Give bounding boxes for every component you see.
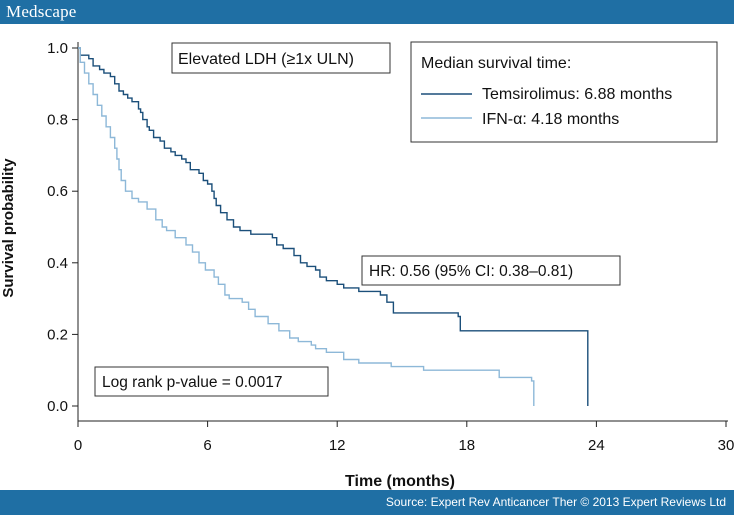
y-tick-label: 1.0 [47,40,68,57]
y-tick-label: 0.4 [47,255,68,272]
y-tick-label: 0.2 [47,326,68,343]
x-tick-label: 30 [718,437,734,454]
axes [72,42,728,427]
series-line-temsirolimus [78,47,589,406]
series-layer [78,47,589,406]
top-banner: Medscape [0,0,734,24]
tick-labels: 0.0 0.2 0.4 0.6 0.8 1.0 0 6 12 18 24 30 [47,40,734,454]
x-tick-label: 0 [74,437,82,454]
legend-box [410,41,718,143]
subgroup-label-box [171,42,391,74]
y-tick-label: 0.8 [47,112,68,129]
x-tick-label: 18 [458,437,475,454]
y-axis-label: Survival probability [0,158,17,298]
source-credit: Source: Expert Rev Anticancer Ther © 201… [385,495,726,509]
x-tick-label: 24 [588,437,605,454]
x-tick-label: 6 [203,437,211,454]
legend-entry-ifn: IFN-α: 4.18 months [482,111,619,128]
hr-annotation: HR: 0.56 (95% CI: 0.38–0.81) [369,263,573,280]
subgroup-label: Elevated LDH (≥1x ULN) [178,51,354,68]
y-tick-label: 0.0 [47,398,68,415]
logrank-annotation: Log rank p-value = 0.0017 [102,374,283,391]
x-axis-label: Time (months) [345,473,455,490]
legend: Median survival time: Temsirolimus: 6.88… [410,41,718,143]
series-line-ifn-alpha [78,47,535,406]
legend-entry-temsirolimus: Temsirolimus: 6.88 months [482,86,672,103]
x-tick-label: 12 [329,437,346,454]
survival-chart: 0.0 0.2 0.4 0.6 0.8 1.0 0 6 12 18 24 30 Survival pr… [0,40,734,490]
y-tick-label: 0.6 [47,183,68,200]
hr-annotation-box [361,255,621,286]
legend-title: Median survival time: [421,55,571,72]
source-bar: Source: Expert Rev Anticancer Ther © 201… [0,490,734,515]
logrank-annotation-box [94,366,329,397]
brand-logo: Medscape [6,2,77,21]
